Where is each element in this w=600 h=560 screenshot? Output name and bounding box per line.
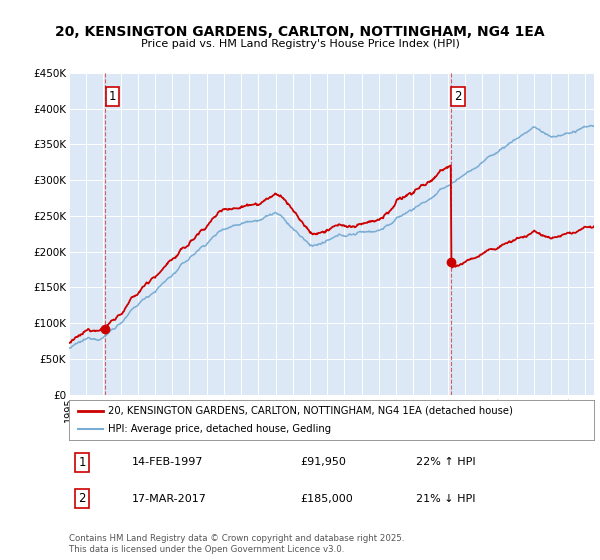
Text: HPI: Average price, detached house, Gedling: HPI: Average price, detached house, Gedl…	[109, 424, 331, 435]
Text: 1: 1	[79, 456, 86, 469]
Text: 22% ↑ HPI: 22% ↑ HPI	[415, 458, 475, 468]
Text: 20, KENSINGTON GARDENS, CARLTON, NOTTINGHAM, NG4 1EA: 20, KENSINGTON GARDENS, CARLTON, NOTTING…	[55, 25, 545, 39]
Text: 17-MAR-2017: 17-MAR-2017	[132, 493, 207, 503]
Text: £185,000: £185,000	[300, 493, 353, 503]
Text: Price paid vs. HM Land Registry's House Price Index (HPI): Price paid vs. HM Land Registry's House …	[140, 39, 460, 49]
Text: 1: 1	[109, 91, 116, 104]
Text: £91,950: £91,950	[300, 458, 346, 468]
Text: 21% ↓ HPI: 21% ↓ HPI	[415, 493, 475, 503]
Text: 2: 2	[79, 492, 86, 505]
Text: Contains HM Land Registry data © Crown copyright and database right 2025.
This d: Contains HM Land Registry data © Crown c…	[69, 534, 404, 554]
Text: 14-FEB-1997: 14-FEB-1997	[132, 458, 203, 468]
Text: 20, KENSINGTON GARDENS, CARLTON, NOTTINGHAM, NG4 1EA (detached house): 20, KENSINGTON GARDENS, CARLTON, NOTTING…	[109, 405, 513, 416]
Text: 2: 2	[454, 91, 462, 104]
